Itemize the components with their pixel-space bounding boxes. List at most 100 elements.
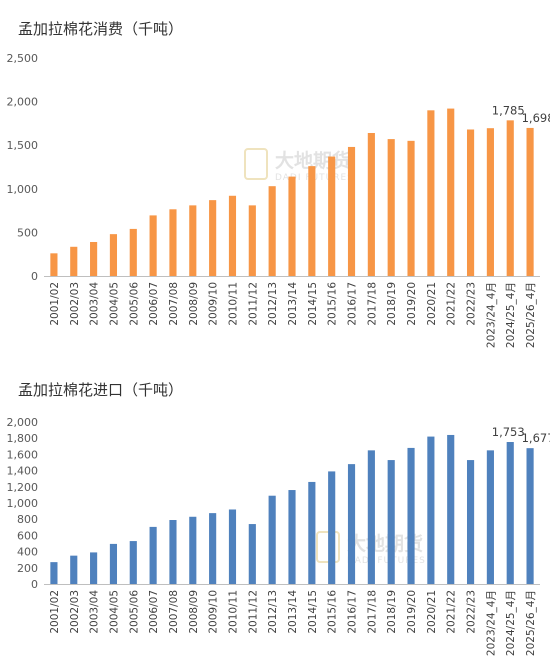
bar <box>50 562 58 584</box>
bar <box>248 205 256 276</box>
x-tick-label: 2012/13 <box>267 590 279 634</box>
chart-title: 孟加拉棉花消费（千吨） <box>18 20 184 38</box>
bar <box>486 450 494 584</box>
x-tick-label: 2022/23 <box>466 282 478 326</box>
y-tick-label: 500 <box>17 226 38 239</box>
y-tick-label: 1,000 <box>7 497 39 510</box>
bar <box>427 436 435 584</box>
x-tick-label: 2004/05 <box>108 282 120 326</box>
bar <box>70 246 78 276</box>
bar <box>90 552 98 584</box>
bar <box>506 120 514 277</box>
x-tick-label: 2010/11 <box>227 282 239 326</box>
data-label: 1,698 <box>522 111 550 125</box>
x-tick-label: 2023/24_4月 <box>485 590 497 656</box>
x-tick-label: 2006/07 <box>148 590 160 634</box>
x-tick-label: 2016/17 <box>347 282 359 326</box>
watermark-subtext: DADI FUTURES <box>347 556 426 566</box>
y-tick-label: 1,500 <box>7 139 39 152</box>
y-tick-label: 400 <box>17 546 38 559</box>
bar <box>288 490 296 584</box>
y-tick-label: 800 <box>17 513 38 526</box>
x-tick-label: 2010/11 <box>227 590 239 634</box>
y-tick-label: 0 <box>31 578 38 591</box>
x-tick-label: 2005/06 <box>128 590 140 634</box>
bar <box>328 156 336 276</box>
x-tick-label: 2014/15 <box>307 282 319 326</box>
x-tick-label: 2021/22 <box>446 590 458 634</box>
x-tick-label: 2003/04 <box>89 282 101 326</box>
bar <box>347 464 356 584</box>
bar <box>209 200 217 276</box>
bar <box>109 234 118 276</box>
bar <box>308 481 316 584</box>
bar <box>149 215 157 276</box>
y-tick-label: 0 <box>31 270 38 283</box>
x-tick-label: 2019/20 <box>406 282 418 326</box>
bar <box>149 526 157 584</box>
x-tick-label: 2013/14 <box>287 282 299 326</box>
x-tick-label: 2013/14 <box>287 590 299 634</box>
x-tick-label: 2011/12 <box>247 282 259 326</box>
bar <box>407 140 415 276</box>
x-tick-label: 2001/02 <box>49 282 61 326</box>
x-tick-label: 2025/26_4月 <box>525 590 537 656</box>
x-tick-label: 2009/10 <box>208 282 220 326</box>
x-tick-label: 2023/24_4月 <box>485 282 497 348</box>
x-tick-label: 2015/16 <box>327 590 339 634</box>
bar <box>129 541 137 584</box>
bar <box>228 195 237 276</box>
bar <box>328 471 336 584</box>
bar <box>90 241 98 276</box>
bar <box>248 524 256 584</box>
x-tick-label: 2001/02 <box>49 590 61 634</box>
y-tick-label: 1,200 <box>7 481 39 494</box>
x-tick-label: 2019/20 <box>406 590 418 634</box>
bar <box>486 128 494 276</box>
x-tick-label: 2007/08 <box>168 282 180 326</box>
watermark-emblem <box>316 531 340 563</box>
bar <box>228 509 237 584</box>
x-tick-label: 2022/23 <box>466 590 478 634</box>
x-tick-label: 2006/07 <box>148 282 160 326</box>
x-tick-label: 2018/19 <box>386 590 398 634</box>
x-tick-label: 2016/17 <box>347 590 359 634</box>
bar <box>268 186 276 276</box>
bar <box>387 460 395 584</box>
bar <box>288 176 296 276</box>
x-tick-label: 2015/16 <box>327 282 339 326</box>
bar <box>109 543 118 584</box>
x-tick-label: 2024/25_4月 <box>505 590 517 656</box>
y-tick-label: 1,800 <box>7 432 39 445</box>
bar <box>427 110 435 276</box>
y-tick-label: 200 <box>17 562 38 575</box>
bar <box>70 555 78 584</box>
x-tick-label: 2018/19 <box>386 282 398 326</box>
y-tick-label: 600 <box>17 529 38 542</box>
bar <box>466 460 475 584</box>
x-tick-label: 2002/03 <box>69 590 81 634</box>
y-tick-label: 2,000 <box>7 96 39 109</box>
x-tick-label: 2014/15 <box>307 590 319 634</box>
bar <box>387 139 395 276</box>
data-label: 1,753 <box>492 425 525 439</box>
bar <box>169 209 177 276</box>
y-tick-label: 1,000 <box>7 183 39 196</box>
bar <box>407 447 415 584</box>
bar <box>526 127 534 276</box>
bar <box>506 442 514 584</box>
y-tick-label: 2,000 <box>7 416 39 429</box>
bar <box>447 434 455 584</box>
bar <box>189 205 197 276</box>
y-tick-label: 2,500 <box>7 52 39 65</box>
data-label: 1,677 <box>522 431 550 445</box>
y-tick-label: 1,400 <box>7 465 39 478</box>
data-label: 1,785 <box>492 103 525 117</box>
bar <box>50 253 58 276</box>
x-tick-label: 2012/13 <box>267 282 279 326</box>
bar <box>367 132 375 276</box>
